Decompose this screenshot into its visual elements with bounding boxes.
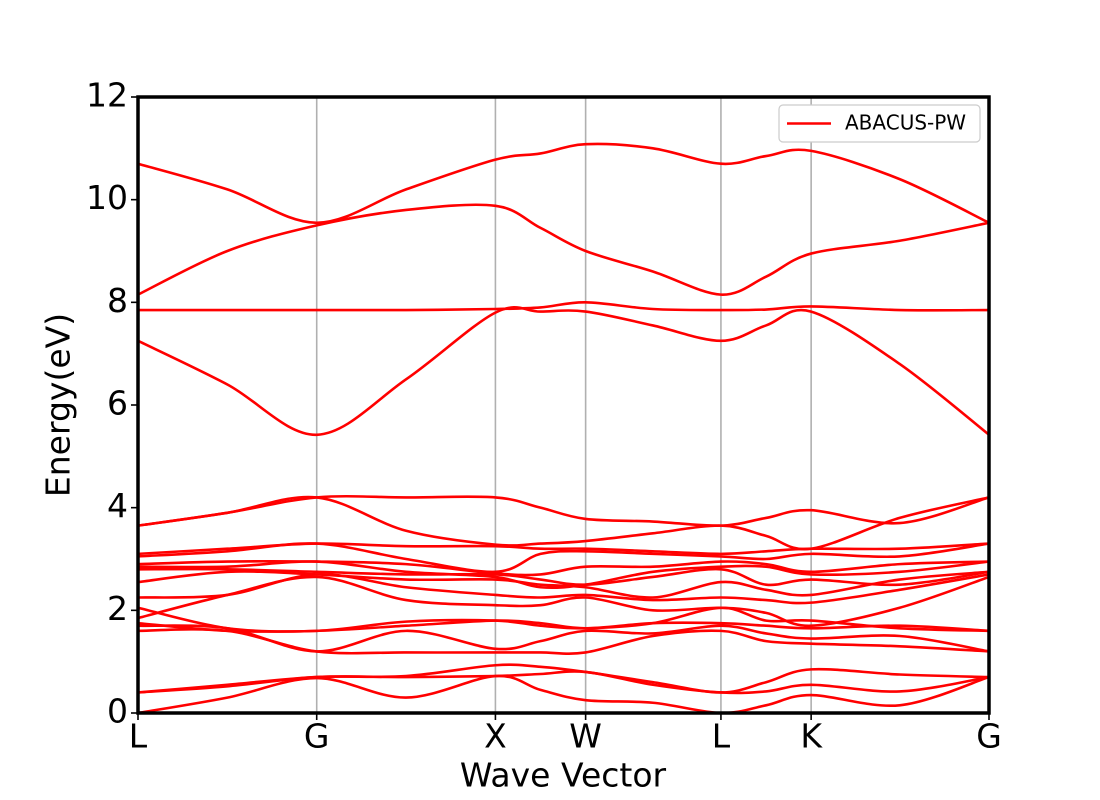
band-line bbox=[138, 575, 989, 628]
band-line bbox=[138, 570, 989, 599]
y-axis-label: Energy(eV) bbox=[39, 313, 78, 497]
band-line bbox=[138, 628, 989, 655]
band-line bbox=[138, 301, 989, 312]
y-tick-label: 12 bbox=[86, 76, 128, 115]
y-tick-label: 10 bbox=[86, 178, 128, 217]
band-line bbox=[138, 573, 989, 605]
band-line bbox=[138, 203, 989, 296]
legend-label: ABACUS-PW bbox=[845, 111, 966, 135]
band-line bbox=[138, 494, 989, 527]
y-tick-label: 6 bbox=[107, 384, 128, 423]
band-line bbox=[138, 559, 989, 577]
band-line bbox=[138, 624, 989, 653]
band-line bbox=[138, 142, 989, 225]
x-tick-label: K bbox=[800, 717, 823, 756]
legend-box bbox=[778, 104, 981, 143]
x-tick-label: L bbox=[129, 717, 148, 756]
x-tick-label: G bbox=[304, 717, 330, 756]
x-tick-label: X bbox=[484, 717, 507, 756]
plot-frame bbox=[136, 95, 991, 715]
band-line bbox=[138, 606, 989, 633]
y-tick-label: 0 bbox=[107, 692, 128, 731]
band-line bbox=[138, 306, 989, 437]
plot-lines bbox=[138, 142, 989, 713]
x-tick-label: W bbox=[569, 717, 602, 756]
x-axis-label: Wave Vector bbox=[460, 756, 667, 795]
y-tick-label: 4 bbox=[107, 486, 128, 525]
x-tick-label: L bbox=[712, 717, 731, 756]
x-tick-label: G bbox=[976, 717, 1002, 756]
y-tick-label: 8 bbox=[107, 281, 128, 320]
y-tick-label: 2 bbox=[107, 589, 128, 628]
band-line bbox=[138, 663, 989, 694]
